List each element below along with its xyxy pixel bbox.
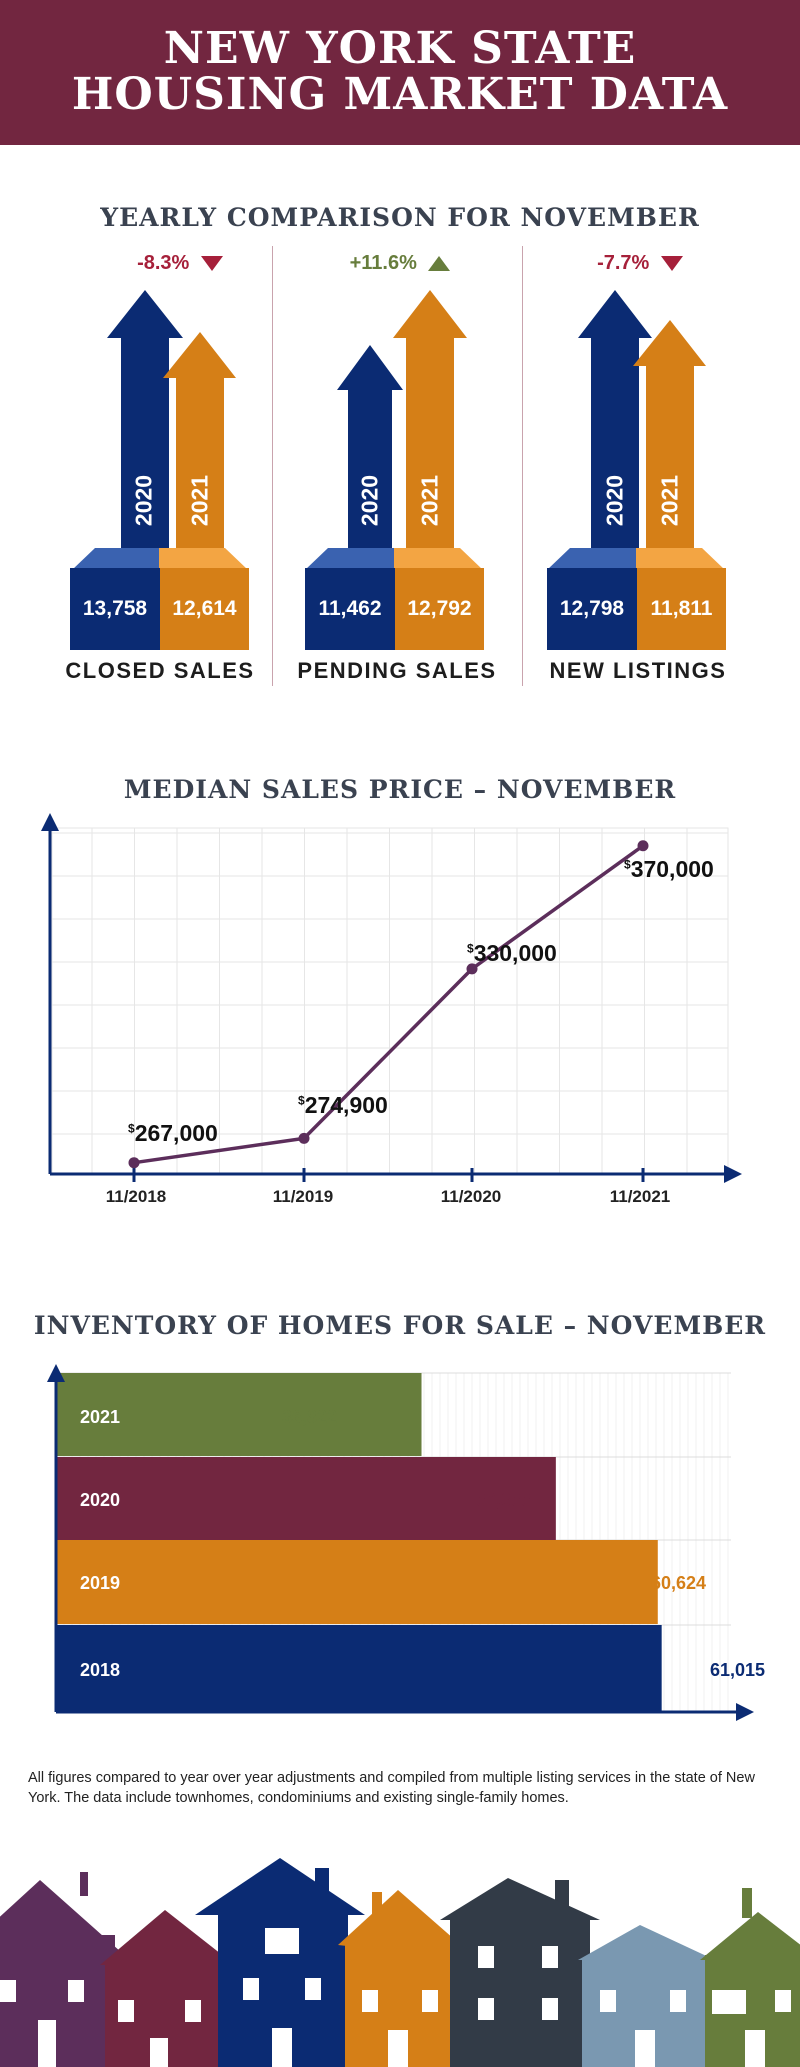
closed-sales-2020-value: 13,758 bbox=[70, 568, 160, 650]
closed-sales-caption: CLOSED SALES bbox=[65, 658, 255, 683]
pending-sales-arrows bbox=[305, 290, 483, 570]
house-icon bbox=[700, 1888, 800, 2067]
inventory-bar bbox=[56, 1457, 556, 1541]
data-label: $370,000 bbox=[624, 856, 714, 882]
platform-top-right bbox=[159, 548, 248, 570]
data-point bbox=[128, 1157, 140, 1169]
pending-sales-caption: PENDING SALES bbox=[297, 658, 497, 683]
pending-sales-change: +11.6% bbox=[300, 252, 500, 275]
y-axis-arrow-icon bbox=[41, 813, 59, 831]
platform-top-left bbox=[547, 548, 636, 570]
median-title: MEDIAN SALES PRICE – NOVEMBER bbox=[123, 775, 677, 804]
y-axis-arrow-icon bbox=[47, 1364, 65, 1382]
triangle-down-icon bbox=[660, 256, 683, 272]
data-label: $330,000 bbox=[467, 940, 557, 966]
change-value: +11.6% bbox=[349, 252, 417, 274]
x-tick-label: 11/2018 bbox=[105, 1187, 167, 1206]
median-line-chart bbox=[41, 813, 742, 1183]
divider bbox=[272, 246, 273, 686]
price-line bbox=[133, 844, 645, 1165]
change-value: -8.3% bbox=[137, 252, 190, 274]
inventory-bar bbox=[56, 1540, 658, 1624]
pending-sales-2020-value: 11,462 bbox=[305, 568, 395, 650]
bar-year-label: 2020 bbox=[80, 1490, 121, 1510]
x-axis-arrow-icon bbox=[736, 1703, 754, 1721]
bar-value-label: 60,624 bbox=[651, 1573, 707, 1593]
house-icon bbox=[195, 1858, 365, 2067]
data-point bbox=[466, 963, 478, 975]
new-listings-2021-value: 11,811 bbox=[637, 568, 726, 650]
new-listings-caption: NEW LISTINGS bbox=[549, 658, 727, 683]
comparison-arrows bbox=[72, 290, 725, 570]
pending-sales-2021-value: 12,792 bbox=[395, 568, 484, 650]
bar-year-label: 2019 bbox=[80, 1573, 121, 1593]
bar-year-label: 2018 bbox=[80, 1660, 121, 1680]
comparison-title: YEARLY COMPARISON FOR NOVEMBER bbox=[100, 203, 700, 232]
arrow-2020 bbox=[107, 290, 183, 568]
data-label: $267,000 bbox=[128, 1120, 218, 1146]
platform-top-left bbox=[305, 548, 394, 570]
inventory-bar bbox=[56, 1625, 662, 1712]
x-tick-label: 11/2019 bbox=[272, 1187, 334, 1206]
inventory-bar bbox=[56, 1373, 422, 1456]
closed-sales-arrows bbox=[72, 290, 248, 570]
new-listings-2020-value: 12,798 bbox=[547, 568, 637, 650]
data-point bbox=[298, 1132, 310, 1144]
platform-top-right bbox=[394, 548, 483, 570]
title-line-1: NEW YORK STATE bbox=[163, 23, 637, 74]
arrow-2021 bbox=[393, 290, 467, 568]
page-title: NEW YORK STATE HOUSING MARKET DATA bbox=[0, 26, 800, 118]
footnote: All figures compared to year over year a… bbox=[28, 1770, 755, 1806]
change-value: -7.7% bbox=[597, 252, 650, 274]
house-icon bbox=[440, 1878, 600, 2067]
header-banner: NEW YORK STATE HOUSING MARKET DATA bbox=[0, 0, 800, 145]
triangle-up-icon bbox=[428, 256, 451, 272]
title-line-2: HOUSING MARKET DATA bbox=[71, 69, 729, 120]
house-icon bbox=[578, 1925, 715, 2067]
bar-year-label: 2021 bbox=[80, 1407, 121, 1427]
divider bbox=[522, 246, 523, 686]
platform-top-right bbox=[636, 548, 725, 570]
triangle-down-icon bbox=[200, 256, 223, 272]
data-point bbox=[637, 840, 649, 852]
house-icon bbox=[338, 1890, 478, 2067]
data-label: $274,900 bbox=[298, 1092, 388, 1118]
arrow-2020 bbox=[337, 345, 403, 568]
house-icon bbox=[100, 1910, 235, 2067]
bar-value-label: 61,015 bbox=[710, 1660, 766, 1680]
arrow-2021 bbox=[633, 320, 706, 568]
x-axis-arrow-icon bbox=[724, 1165, 742, 1183]
closed-sales-2021-value: 12,614 bbox=[160, 568, 249, 650]
inventory-bar-chart bbox=[47, 1364, 754, 1721]
platform-top-left bbox=[72, 548, 159, 570]
new-listings-change: -7.7% bbox=[540, 252, 740, 275]
inventory-title: INVENTORY OF HOMES FOR SALE – NOVEMBER bbox=[33, 1311, 767, 1340]
closed-sales-change: -8.3% bbox=[80, 252, 280, 275]
bar-value-label: 50,355 bbox=[476, 1490, 532, 1510]
x-tick-label: 11/2021 bbox=[609, 1187, 671, 1206]
x-tick-label: 11/2020 bbox=[440, 1187, 502, 1206]
arrow-2021 bbox=[163, 332, 236, 568]
new-listings-arrows bbox=[547, 290, 725, 570]
houses-illustration bbox=[0, 1858, 800, 2067]
arrow-2020 bbox=[578, 290, 652, 568]
house-icon bbox=[0, 1872, 130, 2067]
bar-value-label: 36,822 bbox=[282, 1407, 338, 1427]
